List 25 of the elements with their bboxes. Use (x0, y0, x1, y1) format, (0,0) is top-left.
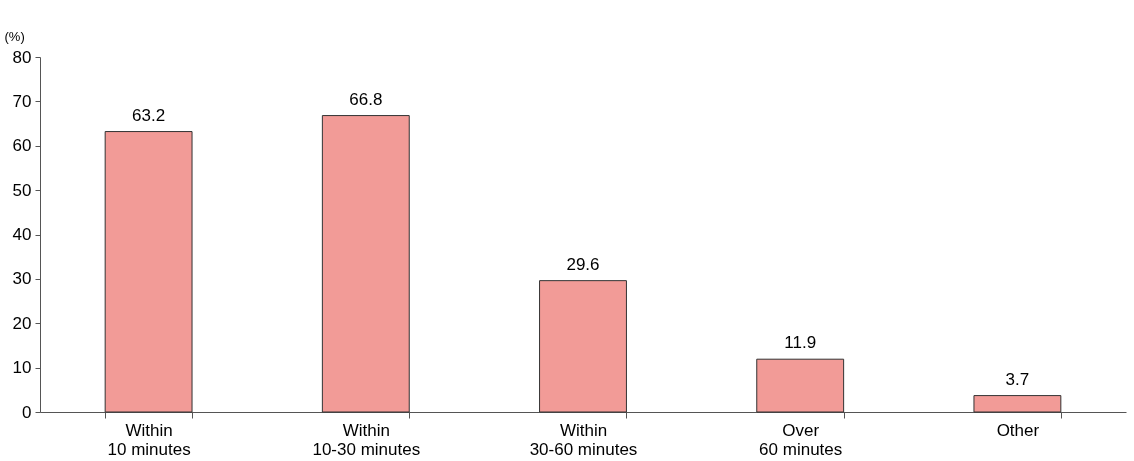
data-label: 29.6 (566, 254, 600, 274)
data-label: 66.8 (349, 89, 383, 109)
data-label: 63.2 (132, 105, 166, 125)
bar (756, 358, 845, 413)
x-tick-label: Within 10-30 minutes (312, 420, 421, 459)
x-tick-label: Within 30-60 minutes (529, 420, 638, 459)
bar (539, 280, 627, 413)
y-tick-label: 70 (12, 91, 32, 111)
data-label: 11.9 (784, 333, 817, 353)
y-tick-label: 0 (22, 402, 32, 422)
x-tick-label: Over 60 minutes (759, 420, 843, 459)
y-tick-label: 10 (12, 358, 32, 378)
data-label: 3.7 (1005, 369, 1030, 389)
y-tick-label: 20 (12, 313, 32, 333)
x-tick-label: Other (996, 420, 1040, 440)
bar (973, 395, 1062, 413)
bar (321, 115, 410, 413)
y-tick-label: 60 (12, 136, 32, 156)
y-axis-title: (%) (4, 28, 25, 44)
bar (104, 131, 193, 413)
y-tick-label: 50 (12, 180, 32, 200)
x-tick-label: Within 10 minutes (107, 420, 191, 459)
y-tick-label: 80 (12, 47, 32, 67)
y-tick-label: 30 (12, 269, 32, 289)
y-tick-label: 40 (12, 225, 32, 244)
